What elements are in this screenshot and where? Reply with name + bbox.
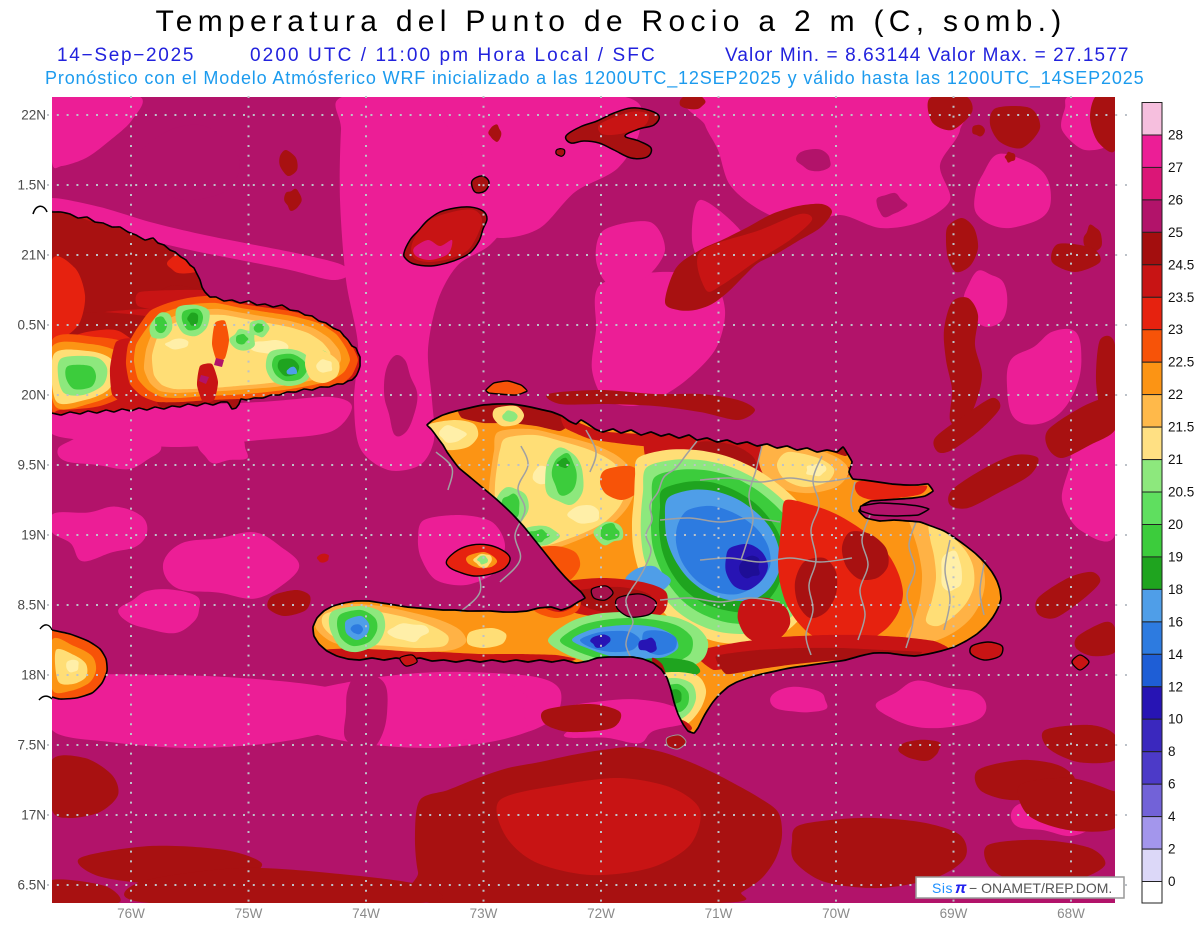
svg-text:0.5N: 0.5N [17,318,46,333]
svg-text:Valor Min. = 8.63144 Valor Ma: Valor Min. = 8.63144 Valor Max. = 27.157… [725,45,1130,66]
svg-text:74W: 74W [352,906,380,921]
svg-text:68W: 68W [1057,906,1085,921]
svg-text:2: 2 [1168,842,1176,857]
svg-text:75W: 75W [235,906,263,921]
svg-text:76W: 76W [117,906,145,921]
svg-text:25: 25 [1168,225,1183,240]
svg-text:12: 12 [1168,679,1183,694]
svg-text:10: 10 [1168,712,1183,727]
svg-text:14: 14 [1168,647,1184,662]
svg-text:24.5: 24.5 [1168,257,1194,272]
svg-text:19: 19 [1168,549,1183,564]
svg-text:20: 20 [1168,517,1183,532]
svg-text:22: 22 [1168,387,1183,402]
svg-text:71W: 71W [705,906,733,921]
svg-text:Pronóstico con el Modelo Atmós: Pronóstico con el Modelo Atmósferico WRF… [45,68,1144,89]
svg-text:6.5N: 6.5N [17,878,46,893]
svg-text:Temperatura del Punto de Rocio: Temperatura del Punto de Rocio a 2 m (C,… [155,5,1066,38]
svg-text:4: 4 [1168,809,1176,824]
svg-text:22N: 22N [21,108,46,123]
svg-text:23: 23 [1168,322,1183,337]
svg-text:− ONAMET/REP.DOM.: − ONAMET/REP.DOM. [969,880,1112,896]
svg-text:72W: 72W [587,906,615,921]
svg-text:9.5N: 9.5N [17,458,46,473]
svg-text:69W: 69W [940,906,968,921]
svg-text:21: 21 [1168,452,1183,467]
svg-text:6: 6 [1168,777,1176,792]
svg-text:π: π [955,880,967,897]
svg-text:22.5: 22.5 [1168,355,1194,370]
svg-text:16: 16 [1168,614,1183,629]
svg-text:18: 18 [1168,582,1183,597]
svg-text:17N: 17N [21,808,46,823]
svg-text:8.5N: 8.5N [17,598,46,613]
svg-text:21.5: 21.5 [1168,420,1194,435]
svg-text:20N: 20N [21,388,46,403]
svg-text:14−Sep−2025: 14−Sep−2025 [57,45,195,66]
svg-text:20.5: 20.5 [1168,485,1194,500]
svg-text:73W: 73W [470,906,498,921]
svg-text:Sis: Sis [932,880,953,896]
svg-text:27: 27 [1168,160,1183,175]
svg-text:8: 8 [1168,744,1176,759]
svg-text:7.5N: 7.5N [17,738,46,753]
svg-text:0200 UTC / 11:00 pm Hora Local: 0200 UTC / 11:00 pm Hora Local / SFC [250,45,657,66]
svg-text:18N: 18N [21,668,46,683]
svg-text:1.5N: 1.5N [17,178,46,193]
svg-text:19N: 19N [21,528,46,543]
svg-text:21N: 21N [21,248,46,263]
svg-text:26: 26 [1168,192,1183,207]
svg-text:0: 0 [1168,874,1176,889]
svg-text:28: 28 [1168,128,1183,143]
svg-text:23.5: 23.5 [1168,290,1194,305]
svg-text:70W: 70W [822,906,850,921]
